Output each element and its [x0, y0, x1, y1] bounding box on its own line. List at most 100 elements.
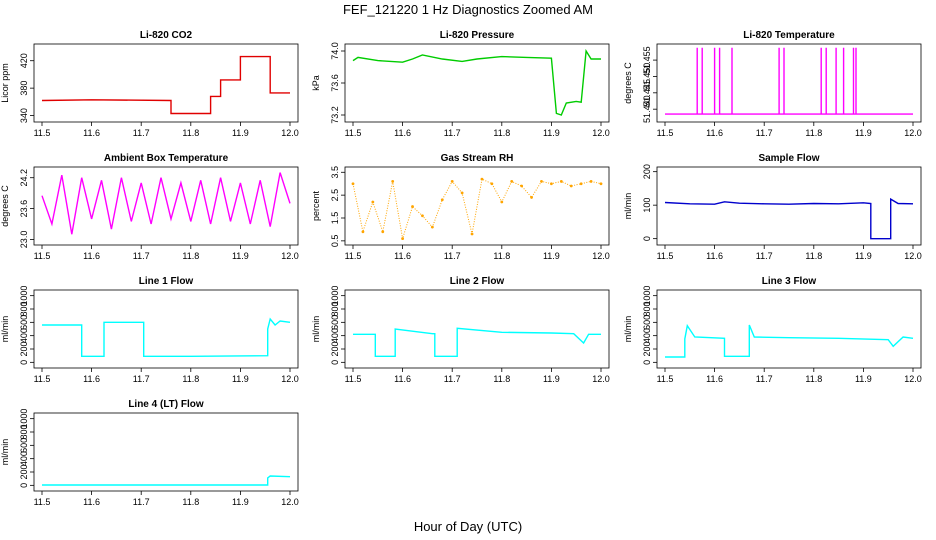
data-point — [490, 182, 494, 186]
data-point — [371, 200, 375, 204]
data-point — [351, 182, 355, 186]
plot-frame — [656, 43, 922, 123]
y-tick-label: 800 — [642, 301, 652, 316]
y-axis-label: Licor ppm — [0, 63, 10, 103]
y-tick-label: 73.6 — [330, 74, 340, 92]
series-line — [352, 178, 602, 239]
y-tick-label: 800 — [330, 301, 340, 316]
panel-grid: Li-820 CO2 Licor ppm 11.5 11.6 11.7 11.8 11.9 1… — [0, 30, 922, 507]
y-tick-label: 23.6 — [19, 200, 29, 218]
data-point — [470, 232, 474, 236]
x-tick-label: 11.9 — [232, 128, 249, 138]
y-tick-label: 600 — [642, 315, 652, 330]
data-point — [569, 184, 573, 188]
x-tick-label: 11.5 — [345, 128, 362, 138]
x-tick-label: 11.6 — [706, 128, 723, 138]
x-tick-label: 11.9 — [543, 374, 560, 384]
plot-frame — [344, 289, 610, 369]
y-axis-label: percent — [311, 190, 321, 221]
x-tick-label: 11.7 — [756, 251, 773, 261]
x-tick-label: 11.6 — [706, 374, 723, 384]
data-point — [440, 198, 444, 202]
x-tick-label: 11.6 — [83, 251, 100, 261]
x-tick-label: 11.5 — [657, 128, 674, 138]
series-line — [353, 327, 601, 357]
chart-panel: Li-820 Pressure kPa 11.5 11.6 11.7 11.8 11.9 12… — [311, 30, 610, 138]
series-line — [665, 47, 913, 115]
x-tick-label: 11.7 — [133, 251, 150, 261]
x-tick-label: 12.0 — [281, 374, 299, 384]
y-tick-label: 100 — [642, 198, 652, 213]
x-tick-label: 11.8 — [493, 128, 510, 138]
x-tick-label: 11.8 — [182, 128, 199, 138]
panel-title: Line 3 Flow — [762, 276, 817, 287]
y-axis-label: degrees C — [623, 62, 633, 104]
plot-frame — [33, 43, 299, 123]
panel-title: Ambient Box Temperature — [104, 153, 229, 164]
y-axis-label: ml/min — [0, 316, 10, 343]
x-tick-label: 11.5 — [345, 374, 362, 384]
x-tick-label: 12.0 — [904, 128, 922, 138]
data-point — [530, 196, 533, 199]
y-tick-label: 1000 — [330, 286, 340, 306]
y-tick-label: 400 — [19, 451, 29, 466]
x-tick-label: 11.6 — [706, 251, 723, 261]
y-tick-label: 51.455 — [642, 46, 652, 74]
data-point — [381, 230, 385, 234]
data-point — [550, 182, 553, 186]
x-tick-label: 11.9 — [232, 251, 249, 261]
x-tick-label: 12.0 — [592, 374, 610, 384]
x-tick-label: 11.6 — [394, 251, 411, 261]
x-tick-label: 11.9 — [232, 374, 249, 384]
y-tick-label: 600 — [19, 438, 29, 453]
panel-title: Line 1 Flow — [139, 276, 194, 287]
x-tick-label: 11.9 — [232, 497, 249, 507]
x-tick-label: 11.9 — [855, 251, 872, 261]
y-tick-label: 380 — [19, 81, 29, 96]
y-axis-label: ml/min — [623, 316, 633, 343]
x-tick-label: 11.7 — [444, 374, 461, 384]
plot-frame — [33, 166, 299, 246]
y-axis-label: ml/min — [0, 439, 10, 466]
chart-panel: Line 1 Flow ml/min 11.5 11.6 11.7 11.8 11.9 12.… — [0, 276, 299, 384]
x-tick-label: 12.0 — [592, 128, 610, 138]
x-tick-label: 11.5 — [657, 251, 674, 261]
chart-panel: Line 4 (LT) Flow ml/min 11.5 11.6 11.7 11.8 11… — [0, 399, 299, 507]
x-tick-label: 11.8 — [182, 374, 199, 384]
x-tick-label: 12.0 — [904, 251, 922, 261]
plot-frame — [344, 43, 610, 123]
y-tick-label: 1000 — [19, 286, 29, 306]
y-tick-label: 0 — [19, 360, 29, 365]
panel-title: Li-820 CO2 — [140, 30, 193, 41]
data-point — [559, 180, 563, 183]
y-tick-label: 420 — [19, 53, 29, 68]
y-tick-label: 1000 — [19, 409, 29, 429]
data-point — [450, 180, 454, 183]
data-point — [480, 177, 484, 181]
x-tick-label: 11.5 — [34, 497, 51, 507]
plot-frame — [656, 166, 922, 246]
series-line — [352, 48, 601, 116]
panel-title: Li-820 Temperature — [743, 30, 835, 41]
x-tick-label: 11.6 — [83, 374, 100, 384]
x-tick-label: 11.7 — [133, 374, 150, 384]
series-line — [42, 317, 291, 357]
data-point — [540, 180, 543, 183]
x-tick-label: 11.7 — [444, 251, 461, 261]
x-tick-label: 12.0 — [281, 251, 299, 261]
x-tick-label: 11.7 — [756, 374, 773, 384]
data-point — [421, 214, 424, 218]
x-tick-label: 12.0 — [592, 251, 610, 261]
x-tick-label: 11.7 — [756, 128, 773, 138]
series-line — [665, 323, 914, 358]
y-axis-label: ml/min — [311, 316, 321, 343]
y-tick-label: 200 — [642, 341, 652, 356]
panel-title: Gas Stream RH — [441, 153, 514, 164]
y-tick-label: 400 — [19, 328, 29, 343]
x-tick-label: 11.9 — [855, 128, 872, 138]
data-point — [579, 182, 583, 186]
chart-panel: Ambient Box Temperature degrees C 11.5 11.6… — [0, 153, 299, 261]
y-tick-label: 200 — [19, 341, 29, 356]
data-point — [361, 230, 365, 234]
panel-title: Line 4 (LT) Flow — [128, 399, 204, 410]
